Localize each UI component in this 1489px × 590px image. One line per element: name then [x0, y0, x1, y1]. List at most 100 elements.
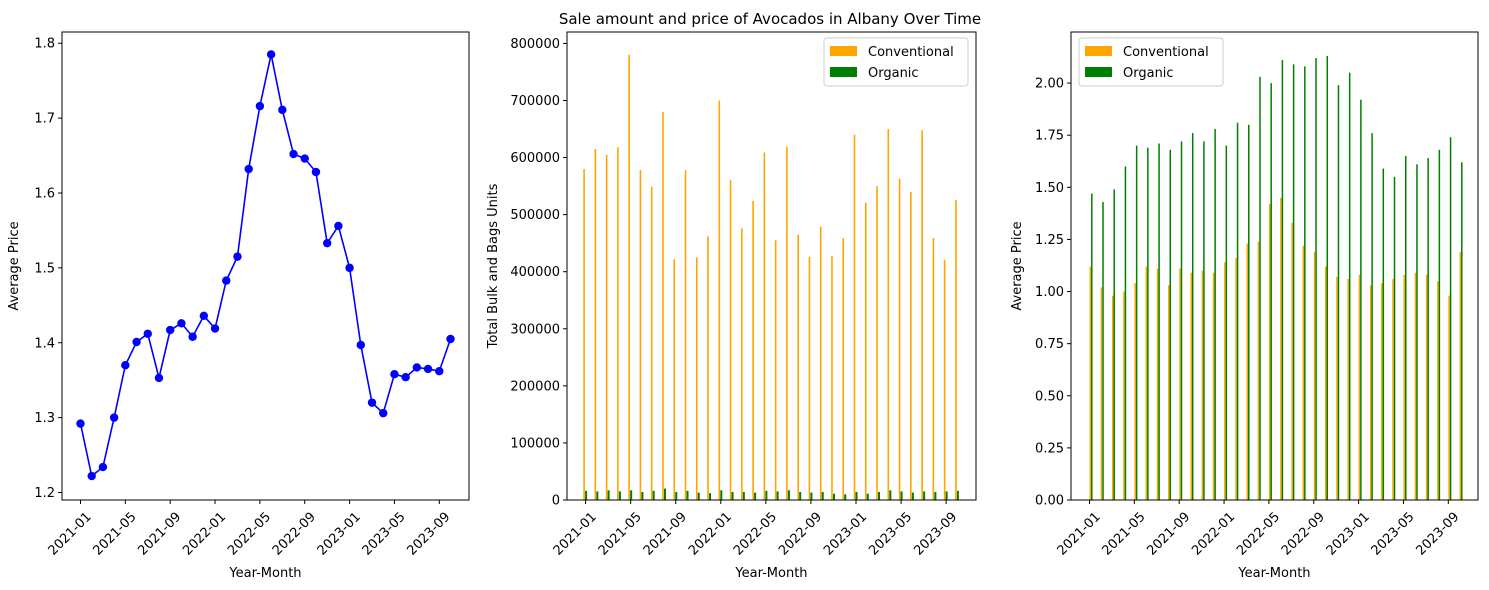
x-tick-label: 2023-01	[315, 510, 364, 559]
bar-conventional	[763, 152, 766, 501]
legend-box	[823, 37, 969, 87]
right-bar-chart: 0.00 0.25 0.50 0.75 1.00 1.25 1.50 1.75 2.00 2021…	[1010, 31, 1479, 581]
bar-conventional	[1224, 262, 1226, 500]
bar-organic	[1292, 64, 1295, 501]
bar-organic	[675, 492, 678, 500]
bar-conventional	[1302, 245, 1305, 500]
data-point	[334, 221, 343, 231]
data-point	[222, 276, 231, 285]
bar-conventional	[1347, 279, 1349, 500]
x-tick-label: 2023-05	[1369, 510, 1418, 559]
bar-conventional	[1089, 266, 1092, 500]
bar-organic	[1348, 72, 1351, 501]
data-point	[121, 361, 130, 370]
bar-organic	[731, 492, 734, 500]
bar-organic	[1124, 166, 1127, 500]
axes-frame	[566, 31, 977, 501]
bar-organic	[956, 490, 959, 500]
bar-conventional	[1381, 283, 1383, 500]
legend-swatch	[1085, 46, 1112, 56]
data-point	[165, 325, 175, 335]
bar-organic	[1371, 133, 1373, 500]
bar-organic	[652, 490, 655, 500]
data-point	[266, 50, 276, 59]
bar-conventional	[594, 149, 597, 500]
bar-organic	[1393, 176, 1396, 500]
bar-conventional	[639, 170, 642, 501]
bar-conventional	[1291, 222, 1293, 500]
bar-conventional	[707, 236, 709, 500]
bar-conventional	[1201, 270, 1204, 500]
data-point	[289, 149, 298, 159]
y-tick-label: 1.5	[34, 261, 55, 276]
data-point	[255, 101, 265, 111]
bar-organic	[1449, 137, 1452, 501]
x-tick-label: 2022-09	[270, 510, 319, 559]
y-tick-label: 200000	[510, 379, 560, 394]
legend-box	[1078, 37, 1224, 87]
x-tick-label: 2021-05	[91, 510, 140, 559]
y-tick-label: 1.75	[1035, 129, 1064, 144]
bar-organic	[934, 492, 937, 500]
bar-conventional	[583, 168, 585, 500]
x-tick-label: 2021-09	[135, 510, 184, 559]
bar-organic	[1337, 85, 1340, 500]
bar-organic	[945, 491, 948, 500]
bar-organic	[1304, 66, 1306, 501]
bar-conventional	[808, 256, 811, 500]
y-tick-label: 0.75	[1035, 337, 1064, 352]
bar-conventional	[1448, 295, 1450, 500]
bar-organic	[1438, 149, 1441, 500]
data-point	[412, 363, 422, 372]
bar-conventional	[1313, 251, 1316, 500]
bar-conventional	[650, 186, 653, 501]
data-point	[278, 105, 287, 115]
bar-organic	[787, 490, 790, 500]
bar-organic	[889, 490, 892, 500]
y-tick-label: 0.50	[1035, 389, 1064, 404]
x-tick-label: 2022-05	[225, 510, 274, 559]
bar-organic	[1404, 156, 1407, 500]
x-axis-label: Year-Month	[734, 566, 807, 581]
bar-conventional	[605, 154, 608, 500]
bar-organic	[697, 492, 700, 500]
y-tick-label: 0.25	[1035, 441, 1064, 456]
bar-organic	[855, 492, 858, 500]
y-tick-label: 700000	[510, 94, 560, 109]
data-point	[435, 367, 444, 376]
bar-conventional	[819, 226, 822, 500]
legend-swatch	[830, 46, 857, 56]
bar-conventional	[1100, 287, 1103, 500]
bar-organic	[1191, 133, 1194, 500]
data-point	[233, 252, 242, 261]
bar-conventional	[1280, 197, 1282, 501]
y-tick-label: 1.00	[1035, 285, 1064, 300]
bar-conventional	[831, 256, 833, 500]
bar-organic	[866, 493, 869, 500]
x-axis-label: Year-Month	[1237, 566, 1310, 581]
bar-organic	[1169, 149, 1172, 500]
bar-conventional	[1156, 268, 1159, 500]
y-tick-label: 0	[552, 494, 560, 509]
y-tick-label: 400000	[510, 265, 560, 280]
x-tick-label: 2022-09	[1279, 510, 1328, 559]
bar-organic	[911, 492, 914, 500]
bar-conventional	[1392, 279, 1394, 500]
bar-organic	[1382, 168, 1385, 500]
data-point	[356, 340, 366, 350]
legend-swatch	[830, 67, 857, 77]
data-point	[379, 408, 388, 418]
y-tick-label: 2.00	[1035, 77, 1064, 92]
bar-conventional	[1212, 272, 1215, 500]
data-point	[390, 370, 399, 379]
bar-organic	[900, 491, 903, 500]
y-tick-label: 1.7	[34, 112, 55, 127]
x-tick-label: 2021-01	[46, 510, 95, 559]
y-tick-label: 300000	[510, 322, 560, 337]
bar-organic	[1461, 162, 1463, 500]
bar-organic	[1147, 147, 1149, 501]
bar-organic	[720, 490, 723, 500]
bar-organic	[844, 494, 847, 500]
bar-conventional	[684, 170, 687, 501]
bar-conventional	[898, 178, 901, 501]
